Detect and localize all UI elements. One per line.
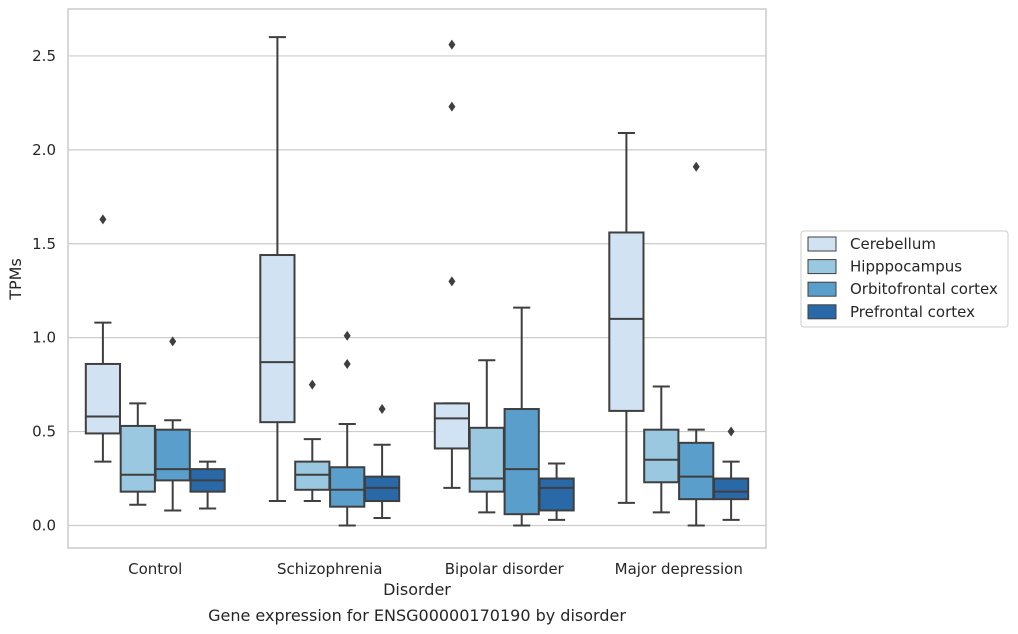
y-tick-label: 2.0: [32, 141, 56, 159]
outlier-point: [692, 161, 700, 172]
outlier-point: [308, 379, 316, 390]
box: [119, 402, 156, 506]
outlier-point: [378, 404, 386, 415]
y-tick-label: 2.5: [32, 47, 56, 65]
outlier-point: [343, 358, 351, 369]
box-iqr: [154, 428, 191, 482]
box-iqr: [608, 231, 645, 412]
outlier-point: [448, 276, 456, 287]
box-iqr: [259, 254, 296, 424]
legend-swatch: [807, 236, 837, 252]
x-axis-ticks: Control Schizophrenia Bipolar disorder Majo…: [128, 560, 743, 578]
box: [712, 426, 750, 521]
y-axis-label: TPMs: [6, 258, 25, 301]
box-iqr: [84, 362, 122, 435]
legend-frame: [800, 230, 1009, 328]
box-series: [84, 36, 750, 527]
y-tick-label: 1.5: [32, 235, 56, 253]
outlier-point: [727, 426, 735, 437]
legend: Cerebellum Hipppocampus Orbitofrontal cort…: [800, 230, 1009, 328]
chart-caption: Gene expression for ENSG00000170190 by d…: [208, 606, 626, 625]
outlier-point: [99, 214, 107, 225]
box-iqr: [538, 477, 575, 512]
box: [608, 131, 645, 504]
legend-swatch: [807, 304, 837, 320]
legend-label: Cerebellum: [850, 235, 936, 253]
x-axis-label: Disorder: [383, 580, 451, 599]
x-tick-label: Control: [128, 560, 182, 578]
y-axis-ticks: 0.0 0.5 1.0 1.5 2.0 2.5: [32, 47, 56, 535]
box: [468, 359, 505, 514]
legend-swatch: [807, 281, 837, 297]
box-iqr: [329, 466, 366, 508]
box: [363, 404, 401, 519]
legend-label: Hipppocampus: [850, 258, 962, 276]
box: [678, 161, 715, 527]
plot-frame: [67, 8, 767, 549]
outlier-point: [343, 330, 351, 341]
box: [259, 36, 296, 503]
box-iqr: [119, 424, 156, 493]
box-iqr: [468, 426, 505, 493]
x-tick-label: Schizophrenia: [277, 560, 382, 578]
y-tick-label: 1.0: [32, 329, 56, 347]
y-tick-label: 0.5: [32, 423, 56, 441]
outlier-point: [169, 336, 177, 347]
legend-swatch: [807, 259, 837, 275]
box: [433, 39, 471, 489]
x-tick-label: Major depression: [615, 560, 743, 578]
box: [538, 462, 575, 521]
legend-label: Orbitofrontal cortex: [850, 280, 998, 298]
box-iqr: [433, 402, 471, 450]
y-tick-label: 0.0: [32, 516, 56, 534]
legend-label: Prefrontal cortex: [850, 303, 975, 321]
box-iqr: [712, 477, 750, 501]
box: [503, 306, 540, 527]
x-tick-label: Bipolar disorder: [445, 560, 565, 578]
outlier-point: [448, 101, 456, 112]
box: [189, 460, 226, 510]
box: [84, 214, 122, 463]
box-iqr: [643, 428, 680, 484]
box: [643, 385, 680, 514]
box-iqr: [503, 408, 540, 516]
box-iqr: [678, 441, 715, 501]
outlier-point: [448, 39, 456, 50]
box: [154, 336, 191, 512]
